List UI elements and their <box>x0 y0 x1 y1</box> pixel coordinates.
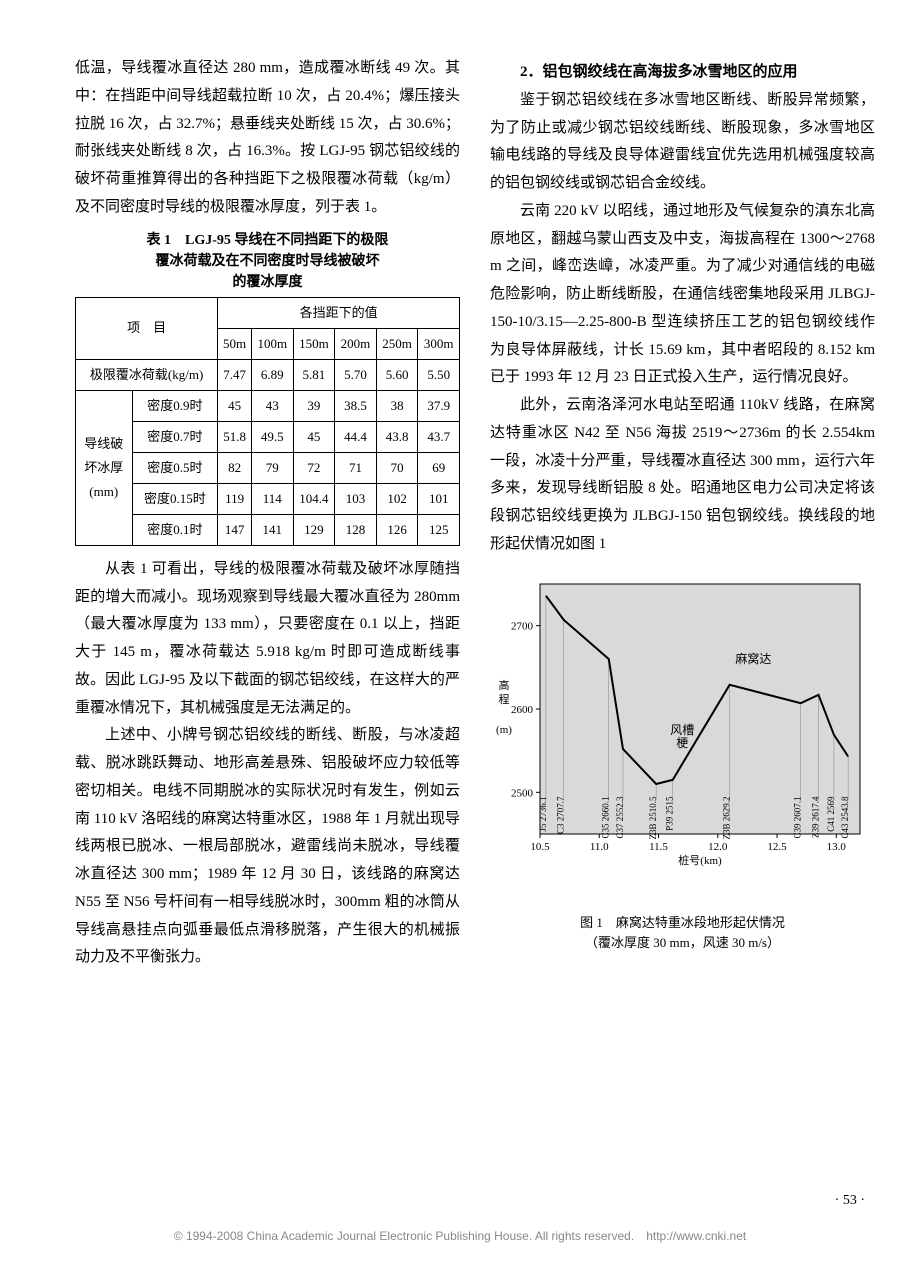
span-150: 150m <box>293 328 335 359</box>
group-label: 导线破 坏冰厚 (mm) <box>76 390 133 545</box>
row3-label: 密度0.15时 <box>132 483 218 514</box>
svg-text:12.5: 12.5 <box>767 841 787 853</box>
left-column: 低温，导线覆冰直径达 280 mm，造成覆冰断线 49 次。其中：在挡距中间导线… <box>75 55 460 972</box>
svg-text:Z3B 2510.5: Z3B 2510.5 <box>648 796 658 840</box>
svg-text:Z3B 2629.2: Z3B 2629.2 <box>722 796 732 839</box>
table-header-top: 各挡距下的值 <box>218 297 460 328</box>
table-title-line3: 的覆冰厚度 <box>233 275 303 290</box>
load-5: 5.50 <box>418 359 460 390</box>
right-paragraph-3: 此外，云南洛泽河水电站至昭通 110kV 线路，在麻窝达特重冰区 N42 至 N… <box>490 392 875 559</box>
row1-label: 密度0.7时 <box>132 421 218 452</box>
svg-text:J5 2736.1: J5 2736.1 <box>538 796 548 831</box>
left-paragraph-3: 上述中、小牌号钢芯铝绞线的断线、断股，与冰凌超载、脱冰跳跃舞动、地形高差悬殊、铝… <box>75 722 460 972</box>
load-4: 5.60 <box>376 359 418 390</box>
row0-label: 密度0.9时 <box>132 390 218 421</box>
load-0: 7.47 <box>218 359 252 390</box>
table-title-line2: 覆冰荷载及在不同密度时导线被破坏 <box>156 254 380 269</box>
chart-figure-1: 2500 2600 2700 10.5 11.0 11.5 12.0 12.5 13.0 桩号(k… <box>490 569 875 953</box>
page-number: · 53 · <box>835 1193 865 1209</box>
load-2: 5.81 <box>293 359 335 390</box>
svg-text:(m): (m) <box>496 724 512 736</box>
svg-text:程: 程 <box>499 693 510 706</box>
right-paragraph-1: 鉴于钢芯铝绞线在多冰雪地区断线、断股异常频繁，为了防止或减少钢芯铝绞线断线、断股… <box>490 87 875 198</box>
span-100: 100m <box>252 328 294 359</box>
svg-text:2700: 2700 <box>511 620 534 632</box>
table-title-line1: 表 1 LGJ-95 导线在不同挡距下的极限 <box>147 233 389 248</box>
svg-text:梗: 梗 <box>676 735 688 750</box>
footer-copyright: © 1994-2008 China Academic Journal Elect… <box>0 1227 920 1244</box>
chart-caption: 图 1 麻窝达特重冰段地形起伏情况 （覆冰厚度 30 mm，风速 30 m/s） <box>490 913 875 952</box>
svg-text:Z39 2617.4: Z39 2617.4 <box>811 796 821 838</box>
left-paragraph-2: 从表 1 可看出，导线的极限覆冰荷载及破坏冰厚随挡距的增大而减小。现场观察到导线… <box>75 556 460 723</box>
section-heading: 2．铝包钢绞线在高海拔多冰雪地区的应用 <box>490 59 875 87</box>
svg-text:C39 2607.1: C39 2607.1 <box>793 796 803 838</box>
span-300: 300m <box>418 328 460 359</box>
svg-text:高: 高 <box>499 678 510 692</box>
svg-text:C3 2707.7: C3 2707.7 <box>556 796 566 834</box>
svg-text:桩号(km): 桩号(km) <box>678 853 722 867</box>
table-title: 表 1 LGJ-95 导线在不同挡距下的极限 覆冰荷载及在不同密度时导线被破坏 … <box>75 230 460 293</box>
svg-text:P39 2515: P39 2515 <box>665 796 675 831</box>
svg-text:2500: 2500 <box>511 787 534 799</box>
svg-text:12.0: 12.0 <box>708 841 728 853</box>
data-table: 项 目 各挡距下的值 50m 100m 150m 200m 250m 300m … <box>75 297 460 546</box>
chart-caption-line1: 图 1 麻窝达特重冰段地形起伏情况 <box>580 915 785 930</box>
table-header-item: 项 目 <box>76 297 218 359</box>
right-paragraph-2: 云南 220 kV 以昭线，通过地形及气候复杂的滇东北高原地区，翻越乌蒙山西支及… <box>490 198 875 392</box>
svg-text:11.0: 11.0 <box>590 841 609 853</box>
svg-text:C35 2660.1: C35 2660.1 <box>601 796 611 838</box>
span-50: 50m <box>218 328 252 359</box>
svg-text:10.5: 10.5 <box>530 841 550 853</box>
load-1: 6.89 <box>252 359 294 390</box>
span-200: 200m <box>335 328 377 359</box>
svg-text:C43 2543.8: C43 2543.8 <box>840 796 850 839</box>
chart-caption-line2: （覆冰厚度 30 mm，风速 30 m/s） <box>585 935 780 950</box>
svg-text:11.5: 11.5 <box>649 841 668 853</box>
span-250: 250m <box>376 328 418 359</box>
svg-text:C41 2569: C41 2569 <box>826 796 836 832</box>
left-paragraph-1: 低温，导线覆冰直径达 280 mm，造成覆冰断线 49 次。其中：在挡距中间导线… <box>75 55 460 222</box>
terrain-chart-svg: 2500 2600 2700 10.5 11.0 11.5 12.0 12.5 13.0 桩号(k… <box>490 569 870 899</box>
svg-text:13.0: 13.0 <box>827 841 847 853</box>
svg-text:麻窝达: 麻窝达 <box>735 651 771 666</box>
right-column: 2．铝包钢绞线在高海拔多冰雪地区的应用 鉴于钢芯铝绞线在多冰雪地区断线、断股异常… <box>490 55 875 972</box>
svg-text:风槽: 风槽 <box>670 723 694 737</box>
row2-label: 密度0.5时 <box>132 452 218 483</box>
load-3: 5.70 <box>335 359 377 390</box>
row-load-label: 极限覆冰荷载(kg/m) <box>76 359 218 390</box>
svg-text:2600: 2600 <box>511 704 534 716</box>
row4-label: 密度0.1时 <box>132 514 218 545</box>
svg-text:C37 2552.3: C37 2552.3 <box>615 796 625 839</box>
